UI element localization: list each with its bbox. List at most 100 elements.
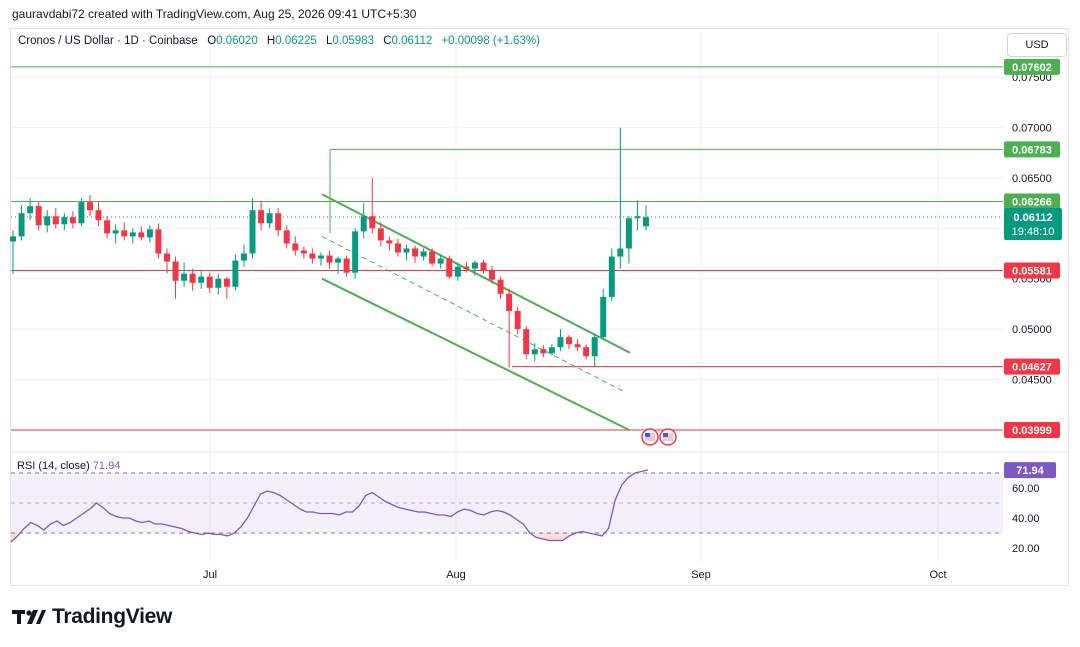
candle [61, 213, 68, 231]
candle-body [61, 217, 68, 225]
candle-body [497, 279, 504, 294]
last-price-countdown: 19:48:10 [1012, 226, 1055, 238]
candle-body [35, 206, 42, 226]
level-badge: 0.06783 [1004, 141, 1060, 158]
candle [617, 127, 624, 269]
candle [155, 223, 162, 259]
candle-body [352, 231, 359, 273]
candle-body [232, 260, 239, 287]
time-tick-label: Oct [929, 569, 946, 581]
candle [27, 198, 34, 221]
low-label: L [326, 35, 333, 47]
candle [189, 268, 196, 291]
rsi-tick-label: 40.00 [1012, 513, 1040, 525]
rsi-oversold-fill [542, 533, 550, 541]
candle-body [369, 216, 376, 229]
rsi-oversold-fill [556, 533, 563, 541]
open-label: O [207, 35, 217, 47]
candle-body [429, 251, 436, 264]
candle-body [112, 230, 119, 234]
currency-button[interactable]: USD [1007, 33, 1067, 57]
time-axis: Jul Aug Sep Oct [203, 569, 947, 581]
candle-body [343, 258, 350, 273]
candle-body [266, 213, 273, 224]
candle [240, 244, 247, 267]
symbol-title[interactable]: Cronos / US Dollar · 1D · Coinbase [18, 35, 198, 47]
channel-lower-line [321, 277, 631, 432]
candle [583, 344, 590, 360]
candle-body [300, 250, 307, 254]
candle [429, 248, 436, 267]
candle-body [540, 349, 547, 354]
candle-body [155, 229, 162, 254]
low-value: 0.05983 [332, 35, 374, 47]
candle [557, 329, 564, 352]
candle [531, 343, 538, 362]
ohlc-legend: Cronos / US Dollar · 1D · Coinbase O0.06… [18, 35, 546, 47]
candle-body [523, 329, 530, 355]
rsi-oversold-fill [549, 533, 557, 541]
candle [283, 225, 290, 249]
candle-body [489, 270, 496, 280]
candle [300, 246, 307, 259]
candle-body [52, 216, 59, 225]
rsi-tick-label: 20.00 [1012, 543, 1040, 555]
rsi-tick-label: 60.00 [1012, 483, 1040, 495]
candle [386, 236, 393, 251]
candle [249, 198, 256, 259]
candle-body [360, 216, 367, 232]
candle-body [608, 256, 615, 297]
candle [412, 245, 419, 263]
candle-layer [10, 127, 649, 368]
last-price-badge-bg [1004, 208, 1062, 241]
price-tick-label: 0.04500 [1012, 374, 1052, 386]
candle-body [27, 206, 34, 214]
candle [377, 222, 384, 247]
level-badge-label: 0.06783 [1012, 144, 1052, 156]
level-badge: 0.06266 [1004, 193, 1060, 210]
candle [625, 216, 632, 264]
candle [172, 256, 179, 299]
candle [146, 225, 153, 243]
candle-body [437, 258, 444, 264]
channel-layer [321, 193, 677, 446]
candle-body [146, 229, 153, 238]
flag-canton [645, 433, 650, 437]
candle-body [548, 347, 555, 354]
rsi-legend-value: 71.94 [92, 460, 121, 472]
candle [437, 254, 444, 269]
candle [463, 261, 470, 273]
candle-body [514, 310, 521, 330]
candle-body [471, 262, 478, 269]
candle-body [454, 266, 461, 277]
level-badge: 0.04627 [1004, 358, 1060, 375]
candle [394, 238, 401, 257]
open-value: 0.06020 [216, 35, 258, 47]
rsi-value-label: 71.94 [1016, 465, 1044, 477]
channel-mid-line [321, 235, 626, 393]
candle-body [95, 210, 102, 221]
candle-body [206, 276, 213, 288]
tradingview-logo[interactable]: TradingView [12, 605, 172, 629]
candle-body [18, 213, 25, 237]
rsi-label[interactable]: RSI (14, close) [17, 460, 90, 472]
candle-body [625, 218, 632, 249]
candle [497, 276, 504, 299]
level-badge-label: 0.04627 [1012, 362, 1052, 374]
candle-body [446, 258, 453, 277]
candle [446, 255, 453, 279]
candle [112, 224, 119, 244]
candle [420, 248, 427, 261]
candle [540, 345, 547, 358]
candle [360, 203, 367, 239]
level-badge-label: 0.05581 [1012, 266, 1052, 278]
price-tick-label: 0.05000 [1012, 324, 1052, 336]
candle-body [386, 240, 393, 244]
candle-body [240, 253, 247, 261]
candle [266, 208, 273, 229]
candle [591, 334, 598, 368]
candle-body [163, 253, 170, 262]
tradingview-brand: TradingView [52, 605, 173, 628]
candle-body [591, 337, 598, 357]
